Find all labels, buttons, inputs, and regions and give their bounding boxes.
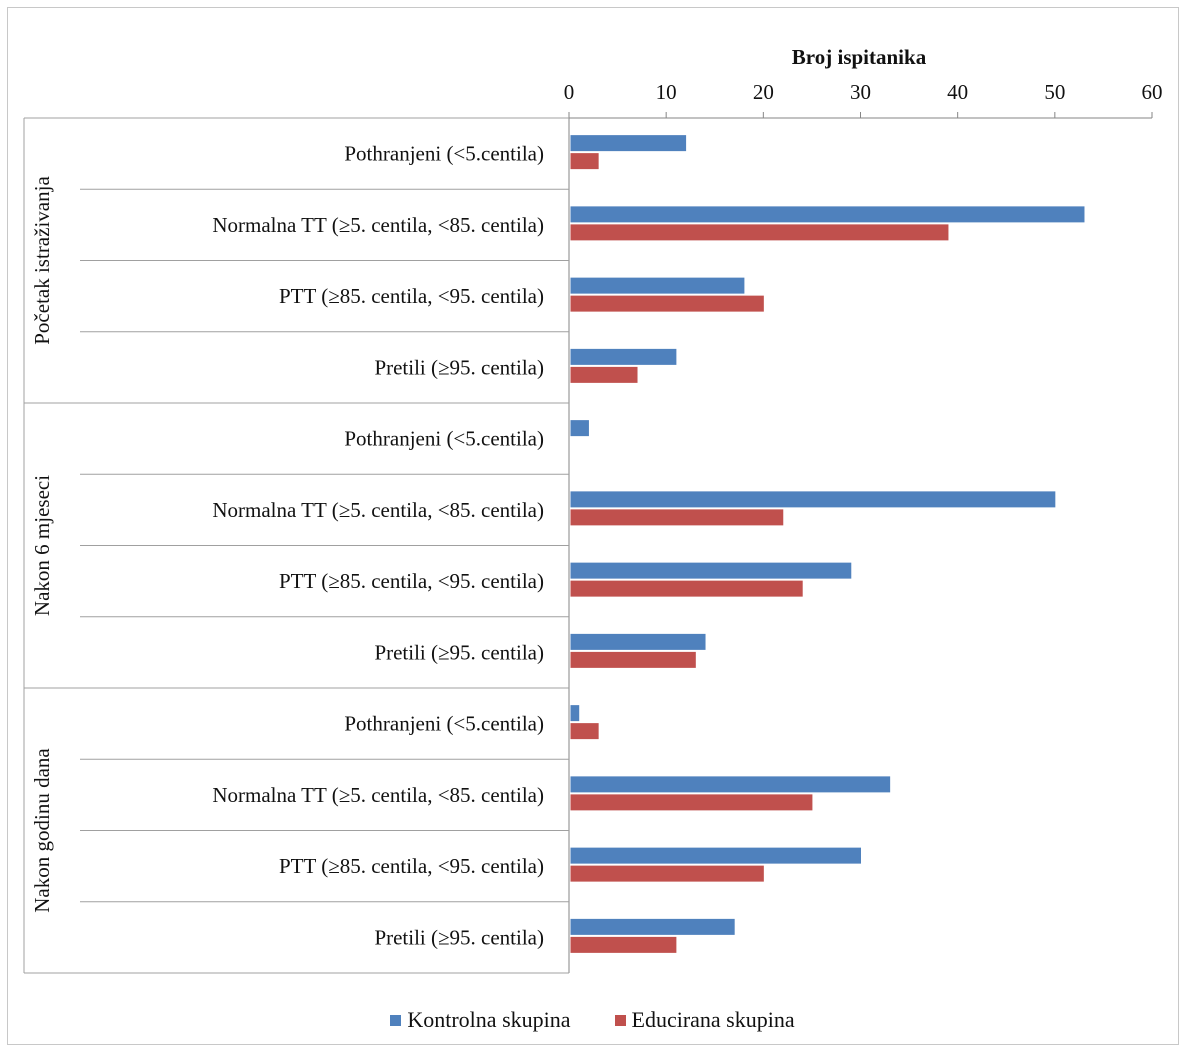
bar-series-2 (569, 365, 639, 384)
bar-series-1 (569, 632, 707, 651)
legend-swatch (614, 1014, 626, 1026)
legend-swatch (390, 1014, 402, 1026)
x-tick-label: 10 (656, 80, 677, 104)
bar-series-1 (569, 205, 1086, 224)
category-label: Pretili (≥95. centila) (374, 640, 544, 664)
category-label: PTT (≥85. centila, <95. centila) (279, 854, 544, 878)
category-labels: Pothranjeni (<5.centila) Normalna TT (≥5.… (212, 142, 544, 950)
bar-series-2 (569, 650, 697, 669)
category-label: Pretili (≥95. centila) (374, 355, 544, 379)
bar-series-2 (569, 864, 765, 883)
x-tick-label: 0 (564, 80, 575, 104)
category-label: Normalna TT (≥5. centila, <85. centila) (212, 498, 544, 522)
legend: Kontrolna skupina Educirana skupina (0, 1007, 1185, 1033)
legend-item-series-1: Kontrolna skupina (390, 1007, 571, 1033)
category-label: Normalna TT (≥5. centila, <85. centila) (212, 213, 544, 237)
bar-series-2 (569, 152, 600, 171)
category-label: Pothranjeni (<5.centila) (344, 427, 544, 451)
bar-series-2 (569, 722, 600, 741)
bar-series-1 (569, 419, 590, 438)
bar-series-2 (569, 935, 678, 954)
category-label: Normalna TT (≥5. centila, <85. centila) (212, 783, 544, 807)
bar-series-2 (569, 294, 765, 313)
bar-series-1 (569, 775, 892, 794)
bar-chart: Broj ispitanika 0 10 20 30 40 50 60 Pothranjen… (23, 45, 1163, 974)
legend-label: Educirana skupina (631, 1007, 795, 1032)
category-label: PTT (≥85. centila, <95. centila) (279, 569, 544, 593)
bars (569, 134, 1086, 954)
axis-layer: 0 10 20 30 40 50 60 (23, 80, 1163, 974)
category-label: Pretili (≥95. centila) (374, 925, 544, 949)
category-label: PTT (≥85. centila, <95. centila) (279, 284, 544, 308)
category-label: Pothranjeni (<5.centila) (344, 142, 544, 166)
group-labels: Početak istraživanja Nakon 6 mjeseci Nakon… (30, 176, 54, 913)
bar-series-1 (569, 347, 678, 366)
chart-title: Broj ispitanika (792, 45, 927, 69)
x-tick-label: 60 (1142, 80, 1163, 104)
x-tick-label: 30 (850, 80, 871, 104)
bar-series-1 (569, 134, 688, 153)
x-tick-label: 50 (1044, 80, 1065, 104)
bar-series-2 (569, 508, 785, 527)
bar-series-2 (569, 793, 814, 812)
bar-series-1 (569, 846, 862, 865)
bar-series-1 (569, 704, 581, 723)
group-label: Nakon 6 mjeseci (30, 475, 54, 616)
x-tick-label: 40 (947, 80, 968, 104)
group-label: Nakon godinu dana (30, 748, 54, 913)
category-label: Pothranjeni (<5.centila) (344, 712, 544, 736)
bar-series-1 (569, 490, 1057, 509)
bar-series-2 (569, 223, 950, 242)
legend-item-series-2: Educirana skupina (614, 1007, 795, 1033)
bar-series-1 (569, 276, 746, 295)
legend-label: Kontrolna skupina (407, 1007, 571, 1032)
bar-series-1 (569, 561, 853, 580)
bar-series-1 (569, 917, 736, 936)
group-label: Početak istraživanja (30, 176, 54, 345)
x-tick-label: 20 (753, 80, 774, 104)
bar-series-2 (569, 579, 804, 598)
